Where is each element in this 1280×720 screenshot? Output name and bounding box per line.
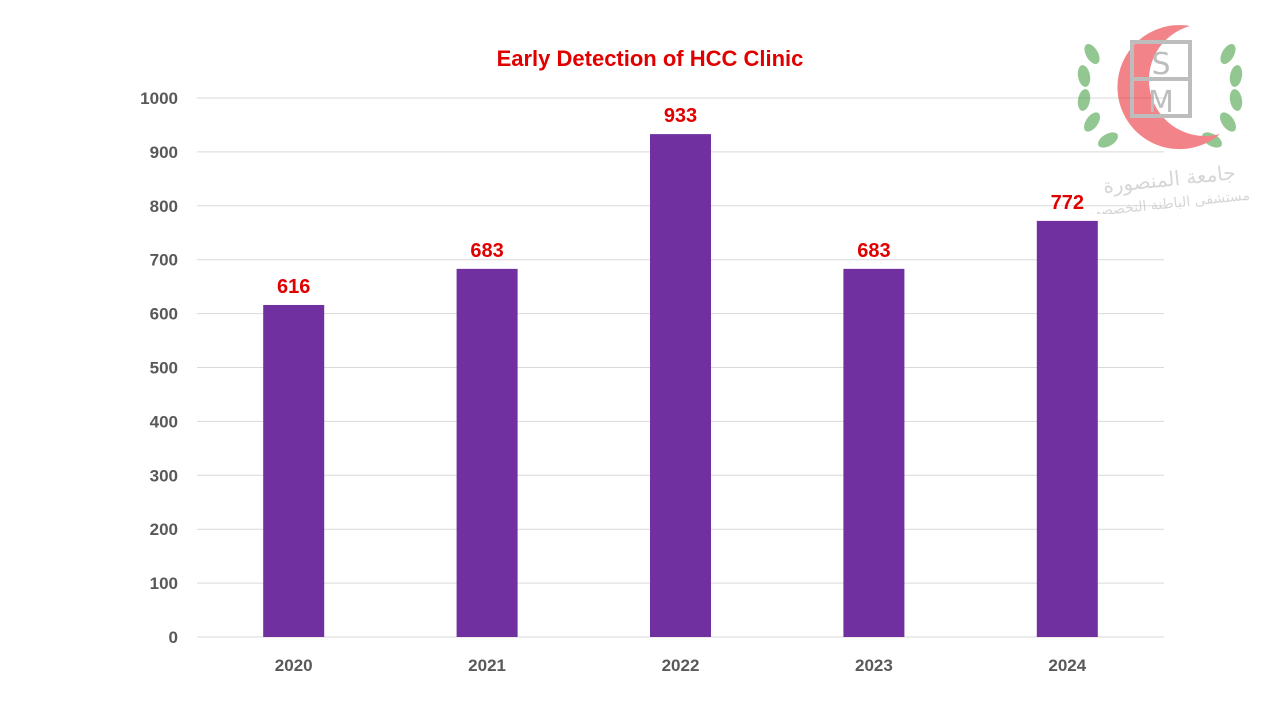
data-label-2023: 683	[857, 240, 890, 262]
y-axis-ticks: 0 100 200 300 400 500 600 700 800 900 1000	[140, 89, 178, 647]
y-tick-label: 600	[150, 305, 178, 324]
y-tick-label: 900	[150, 143, 178, 162]
y-tick-label: 400	[150, 412, 178, 431]
x-axis-ticks: 2020 2021 2022 2023 2024	[275, 656, 1087, 675]
data-label-2020: 616	[277, 276, 310, 298]
crescent-icon	[1117, 25, 1220, 150]
logo-letter-s: S	[1151, 47, 1170, 82]
x-tick-label-2022: 2022	[662, 656, 700, 675]
y-tick-label: 700	[150, 251, 178, 270]
data-label-2021: 683	[470, 240, 503, 262]
y-tick-label: 200	[150, 520, 178, 539]
bar-2024	[1036, 220, 1098, 637]
logo-letter-m: M	[1148, 85, 1174, 120]
data-label-2024: 772	[1051, 192, 1084, 214]
x-tick-label-2020: 2020	[275, 656, 313, 675]
y-tick-label: 0	[169, 628, 178, 647]
bar-2022	[650, 134, 711, 637]
msh-letters-icon	[1130, 40, 1192, 118]
y-tick-label: 300	[150, 466, 178, 485]
bar-2023	[843, 268, 905, 637]
bar-2021	[456, 268, 518, 637]
hospital-logo: S M H جامعة المنصورة مستشفى الباطنة التخ…	[1077, 25, 1250, 214]
y-tick-label: 500	[150, 359, 178, 378]
x-tick-label-2023: 2023	[855, 656, 893, 675]
data-label-2022: 933	[664, 105, 697, 127]
bars: 616 683 933 683 772	[263, 105, 1098, 637]
chart-title: Early Detection of HCC Clinic	[496, 46, 804, 71]
y-tick-label: 800	[150, 197, 178, 216]
x-tick-label-2021: 2021	[468, 656, 506, 675]
y-tick-label: 1000	[140, 89, 178, 108]
y-tick-label: 100	[150, 574, 178, 593]
x-tick-label-2024: 2024	[1048, 656, 1086, 675]
bar-2020	[263, 304, 325, 637]
